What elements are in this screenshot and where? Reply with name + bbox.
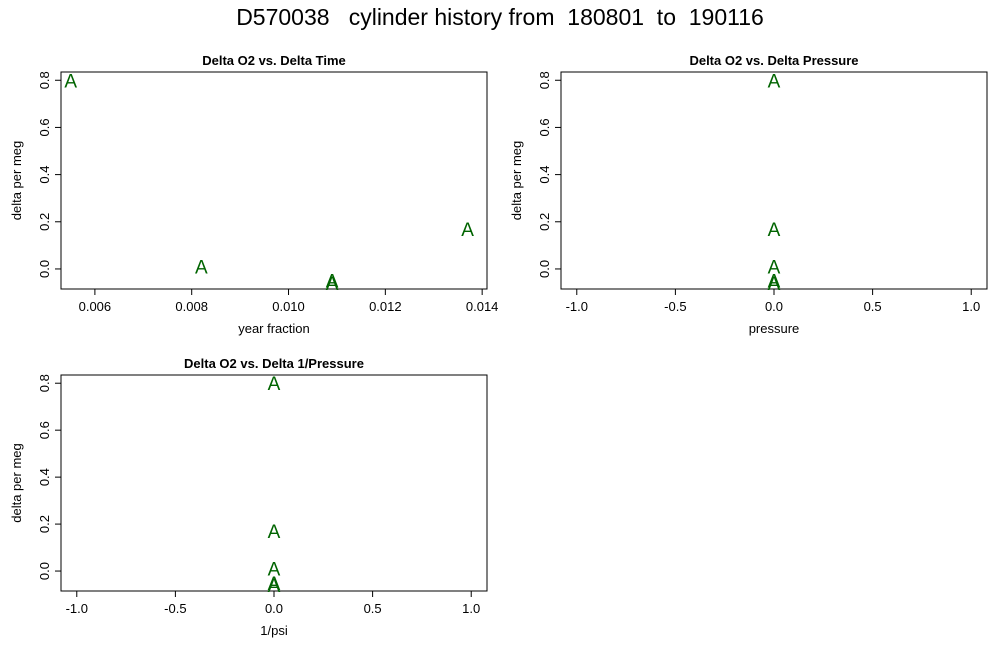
- data-point: A: [768, 274, 781, 295]
- data-point: A: [268, 374, 281, 395]
- data-point: A: [768, 71, 781, 92]
- y-tick-label: 0.8: [537, 71, 552, 89]
- plot-frame: [560, 71, 988, 290]
- panel-1: Delta O2 vs. Delta Time 0.006 0.008 0.010 0.…: [9, 53, 498, 336]
- panel-title: Delta O2 vs. Delta Time: [202, 53, 346, 68]
- data-point: A: [461, 220, 474, 241]
- page-title: D570038 cylinder history from 180801 to …: [236, 4, 764, 30]
- y-tick-label: 0.0: [537, 260, 552, 278]
- y-tick-label: 0.0: [37, 562, 52, 580]
- x-axis-label: year fraction: [238, 321, 310, 336]
- y-tick-label: 0.2: [37, 213, 52, 231]
- x-tick-label: 0.5: [864, 299, 882, 314]
- y-tick-label: 0.6: [37, 118, 52, 136]
- y-tick-label: 0.2: [537, 213, 552, 231]
- plot-frame: [60, 71, 488, 290]
- y-axis-label: delta per meg: [9, 443, 24, 523]
- data-point: A: [268, 574, 281, 595]
- x-tick-label: 0.0: [265, 601, 283, 616]
- x-tick-label: 1.0: [462, 601, 480, 616]
- x-tick-label: 0.012: [369, 299, 402, 314]
- data-point: A: [326, 274, 339, 295]
- y-tick-label: 0.4: [537, 166, 552, 184]
- x-tick-label: 0.5: [364, 601, 382, 616]
- data-point: A: [268, 576, 281, 597]
- data-point: A: [768, 258, 781, 279]
- y-tick-label: 0.2: [37, 515, 52, 533]
- y-axis-label: delta per meg: [509, 141, 524, 221]
- data-point: A: [64, 71, 77, 92]
- plot-frame: [60, 374, 488, 592]
- y-axis-label: delta per meg: [9, 141, 24, 221]
- x-tick-label: -1.0: [566, 299, 588, 314]
- x-axis-label: 1/psi: [260, 623, 288, 638]
- panel-2: Delta O2 vs. Delta Pressure -1.0 -0.5 0.0 0.…: [509, 53, 988, 336]
- panel-title: Delta O2 vs. Delta 1/Pressure: [184, 356, 364, 371]
- data-point: A: [326, 272, 339, 293]
- x-tick-label: 0.014: [466, 299, 499, 314]
- x-tick-label: -0.5: [664, 299, 686, 314]
- y-tick-label: 0.8: [37, 71, 52, 89]
- data-point: A: [268, 522, 281, 543]
- x-tick-label: 0.006: [79, 299, 112, 314]
- data-point: A: [768, 272, 781, 293]
- data-point: A: [195, 258, 208, 279]
- y-tick-label: 0.8: [37, 374, 52, 392]
- data-point: A: [268, 560, 281, 581]
- y-tick-label: 0.4: [37, 166, 52, 184]
- data-point: A: [768, 220, 781, 241]
- panel-3: Delta O2 vs. Delta 1/Pressure -1.0 -0.5 0.0…: [9, 356, 488, 638]
- y-tick-label: 0.6: [37, 421, 52, 439]
- x-tick-label: 1.0: [962, 299, 980, 314]
- x-tick-label: 0.008: [175, 299, 208, 314]
- y-tick-label: 0.6: [537, 118, 552, 136]
- panel-title: Delta O2 vs. Delta Pressure: [689, 53, 858, 68]
- y-tick-label: 0.4: [37, 468, 52, 486]
- x-tick-label: 0.0: [765, 299, 783, 314]
- x-axis-label: pressure: [749, 321, 800, 336]
- x-tick-label: -1.0: [66, 601, 88, 616]
- x-tick-label: -0.5: [164, 601, 186, 616]
- x-tick-label: 0.010: [272, 299, 305, 314]
- y-tick-label: 0.0: [37, 260, 52, 278]
